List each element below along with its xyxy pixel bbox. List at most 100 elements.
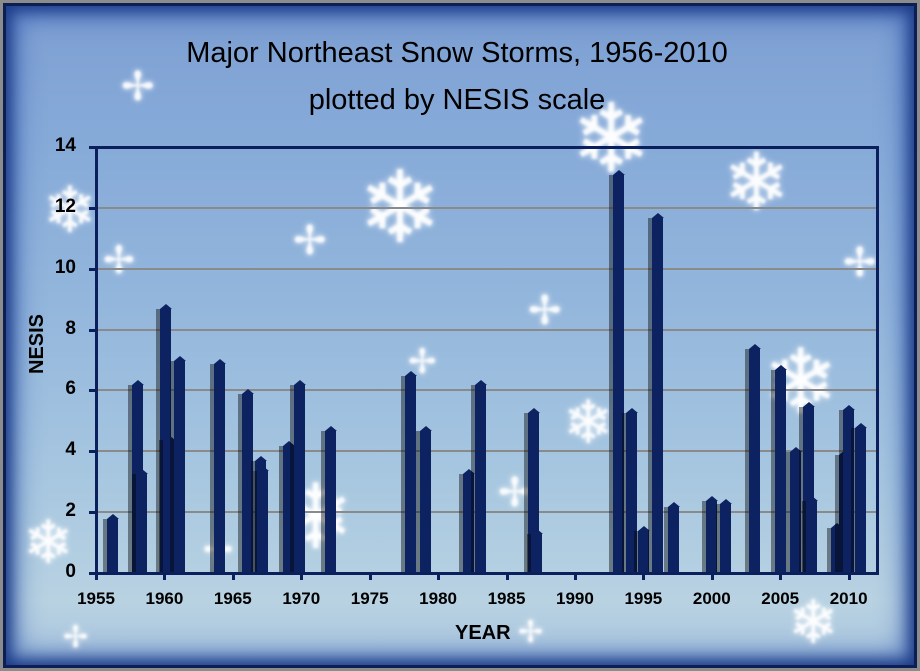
bar	[213, 359, 226, 573]
snowflake-icon: ❄	[563, 388, 614, 458]
snowflake-icon: ❄	[571, 83, 652, 195]
bar-shadow	[290, 385, 295, 573]
plot-border-right	[876, 146, 879, 575]
x-tick	[95, 573, 98, 580]
bar-shadow	[826, 528, 831, 573]
x-tick	[710, 573, 714, 580]
x-tick-label: 1980	[419, 589, 457, 608]
bar-shadow	[715, 503, 720, 573]
bar	[843, 404, 856, 573]
bar-shadow	[131, 473, 136, 573]
y-tick	[89, 572, 96, 575]
bar	[531, 529, 544, 573]
bar	[420, 425, 433, 573]
bar	[173, 355, 186, 573]
y-tick-label: 10	[54, 256, 76, 278]
bar-shadow	[524, 412, 529, 573]
bar	[803, 401, 816, 573]
snowflake-icon: ✢	[518, 615, 544, 650]
bar-shadow	[702, 500, 707, 573]
x-tick-label: 1995	[624, 589, 663, 608]
x-tick	[779, 573, 783, 580]
snowflake-icon: ✢	[293, 218, 327, 264]
bar	[719, 498, 732, 573]
y-tick	[89, 511, 96, 515]
chart-title: Major Northeast Snow Storms, 1956-2010	[186, 37, 728, 69]
y-tick-label: 2	[65, 500, 76, 522]
snowflake-icon: ✢	[103, 238, 135, 282]
gridline	[96, 206, 876, 209]
x-tick	[163, 573, 167, 580]
bar-shadow	[209, 364, 214, 573]
x-tick	[368, 573, 372, 580]
x-axis	[95, 572, 878, 575]
bar-shadow	[799, 406, 804, 573]
y-tick	[89, 267, 96, 271]
bar-shadow	[785, 452, 790, 573]
snowflake-icon: ❄	[23, 508, 74, 578]
x-tick	[505, 573, 509, 580]
bar	[324, 425, 337, 573]
plot-border-top	[95, 146, 878, 149]
y-tick-label: 4	[65, 439, 76, 461]
x-tick-label: 1990	[556, 589, 594, 608]
y-tick-label: 8	[65, 317, 76, 339]
bar-shadow	[621, 412, 626, 573]
bar-shadow	[401, 376, 406, 573]
bar	[135, 468, 148, 573]
bar	[528, 407, 541, 573]
x-tick-label: 1985	[487, 589, 526, 608]
x-tick-label: 1965	[213, 589, 252, 608]
bar	[748, 343, 761, 573]
bar	[855, 422, 868, 573]
bar-shadow	[458, 473, 463, 573]
bar-shadow	[471, 385, 476, 573]
bar	[625, 407, 638, 573]
bar-shadow	[320, 430, 325, 573]
snowflake-icon: ✢	[63, 620, 89, 655]
snowflake-icon: ✢	[843, 240, 877, 286]
bar	[257, 465, 270, 573]
snowflake-icon: ❄	[788, 588, 839, 658]
bar	[789, 447, 802, 573]
bar-shadow	[851, 427, 856, 573]
bar-shadow	[279, 446, 284, 573]
bar-shadow	[609, 175, 614, 573]
snowflake-icon: ❄	[43, 174, 97, 248]
y-axis-title: NESIS	[26, 313, 48, 374]
bar	[667, 502, 680, 573]
snowflake-icon: ❄	[723, 136, 791, 229]
y-tick	[89, 450, 96, 454]
y-tick	[89, 328, 96, 332]
bar	[613, 170, 626, 573]
x-tick	[573, 573, 577, 580]
y-axis	[95, 147, 98, 575]
bar-shadow	[250, 461, 255, 573]
x-tick	[642, 573, 646, 580]
bar	[475, 380, 488, 573]
x-tick	[437, 573, 441, 580]
bar-shadow	[238, 394, 243, 573]
bar	[774, 365, 787, 573]
bar-shadow	[102, 519, 107, 573]
bar-shadow	[156, 309, 161, 573]
bar	[706, 495, 719, 573]
bar-shadow	[839, 409, 844, 573]
snowflake-icon: ✢	[121, 64, 155, 110]
x-tick-label: 2010	[829, 589, 868, 608]
bar-shadow	[802, 500, 807, 573]
bar-shadow	[770, 370, 775, 573]
bar	[242, 389, 255, 573]
x-tick-label: 1975	[350, 589, 389, 608]
y-tick	[89, 389, 96, 393]
bar	[283, 441, 296, 573]
x-tick-label: 2000	[692, 589, 731, 608]
chart-subtitle: plotted by NESIS scale	[308, 84, 606, 116]
bar	[163, 435, 176, 573]
x-tick-label: 1970	[282, 589, 321, 608]
bar	[294, 380, 307, 573]
bar	[806, 495, 819, 573]
gridline	[96, 328, 876, 331]
bar-shadow	[744, 348, 749, 573]
snowflake-icon: ✢	[528, 288, 562, 334]
